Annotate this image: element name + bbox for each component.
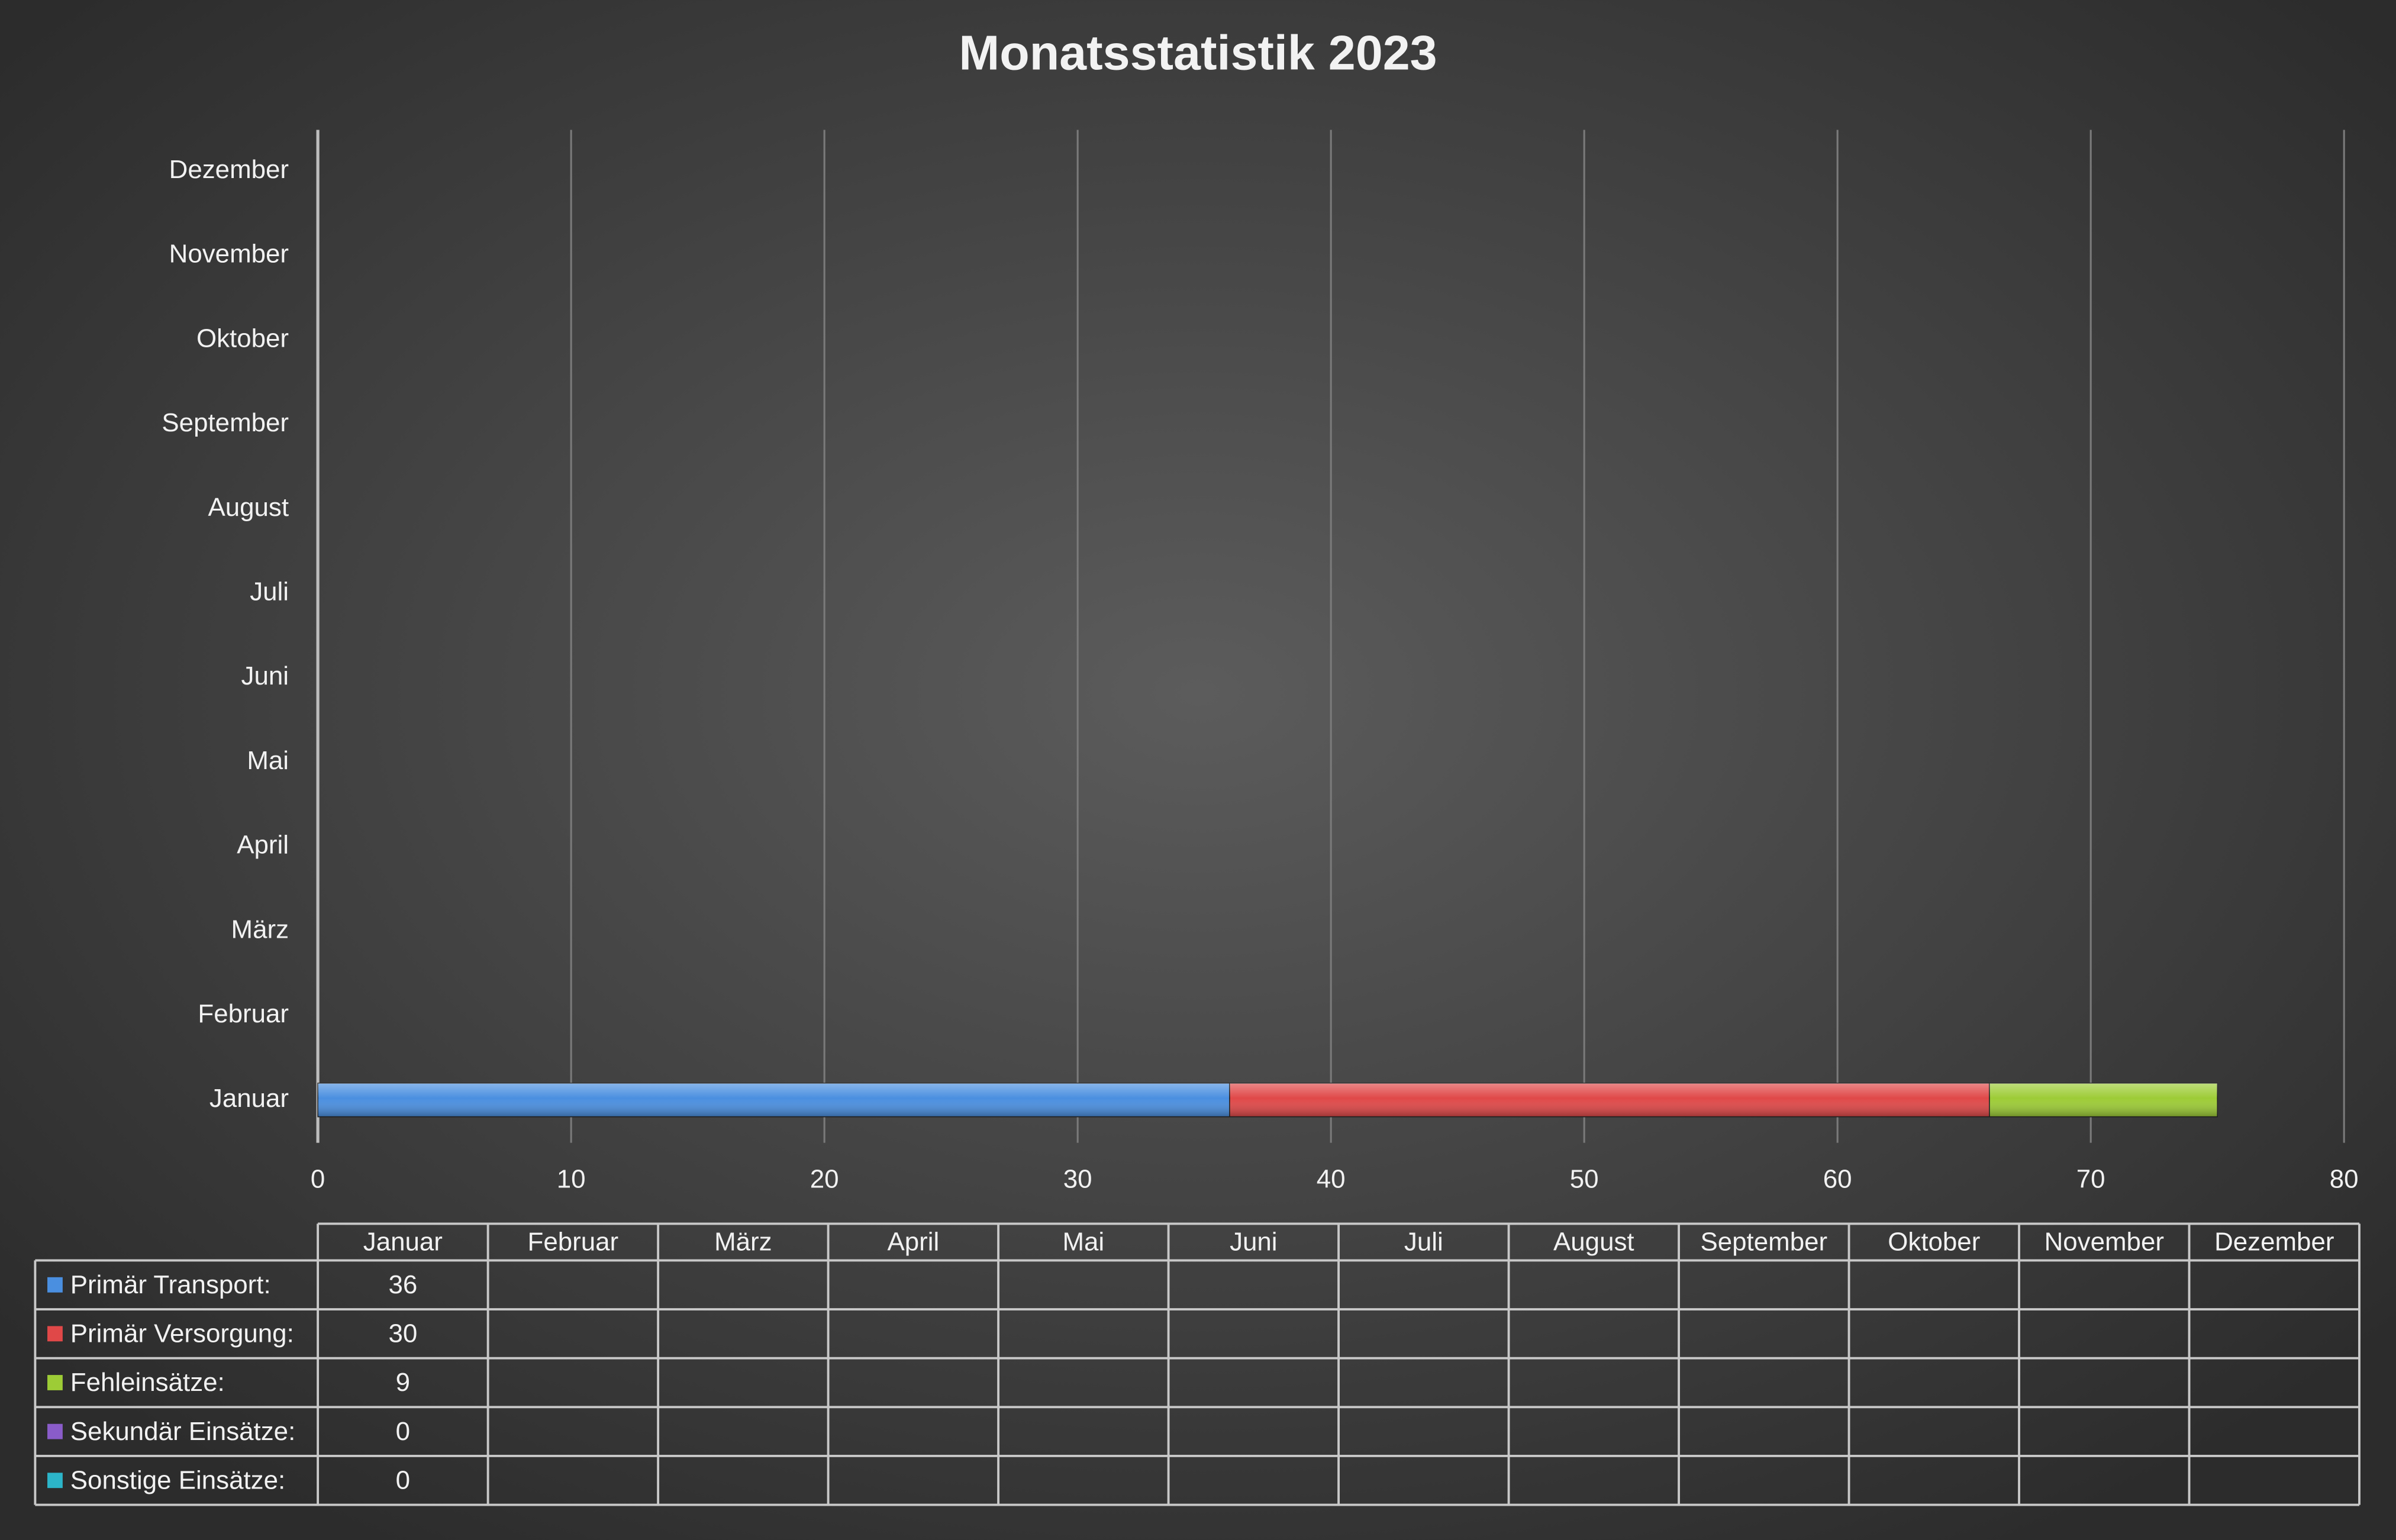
table-header: April bbox=[887, 1228, 939, 1257]
y-tick-label: September bbox=[162, 408, 289, 437]
table-header: September bbox=[1700, 1228, 1827, 1257]
table-header: Januar bbox=[363, 1228, 443, 1257]
table-cell: 36 bbox=[388, 1270, 417, 1299]
y-tick-label: August bbox=[208, 493, 289, 522]
legend-key bbox=[47, 1277, 63, 1293]
table-header: März bbox=[714, 1228, 772, 1257]
y-tick-label: Dezember bbox=[169, 155, 289, 184]
table-header: Mai bbox=[1062, 1228, 1104, 1257]
chart-title: Monatsstatistik 2023 bbox=[959, 25, 1437, 80]
table-cell: 30 bbox=[388, 1319, 417, 1348]
y-tick-label: Juni bbox=[241, 661, 289, 690]
y-tick-label: November bbox=[169, 240, 289, 269]
y-tick-label: Juli bbox=[250, 577, 289, 606]
x-tick-label: 10 bbox=[557, 1165, 586, 1194]
table-cell: 9 bbox=[396, 1368, 410, 1397]
y-tick-label: April bbox=[237, 831, 289, 860]
table-header: August bbox=[1553, 1228, 1634, 1257]
table-header: Dezember bbox=[2214, 1228, 2334, 1257]
table-header: Juli bbox=[1404, 1228, 1443, 1257]
legend-label: Primär Transport: bbox=[70, 1270, 271, 1299]
legend-key bbox=[47, 1423, 63, 1439]
legend-label: Primär Versorgung: bbox=[70, 1319, 294, 1348]
legend-key bbox=[47, 1326, 63, 1342]
x-tick-label: 40 bbox=[1317, 1165, 1346, 1194]
bar-shine bbox=[1229, 1083, 1989, 1117]
legend-label: Sonstige Einsätze: bbox=[70, 1465, 285, 1494]
bar-shine bbox=[318, 1083, 1230, 1117]
y-tick-label: Mai bbox=[247, 746, 289, 775]
table-header: Juni bbox=[1230, 1228, 1278, 1257]
table-cell: 0 bbox=[396, 1417, 410, 1446]
x-tick-label: 50 bbox=[1570, 1165, 1599, 1194]
x-tick-label: 60 bbox=[1823, 1165, 1852, 1194]
table-cell: 0 bbox=[396, 1465, 410, 1494]
table-header: Februar bbox=[528, 1228, 619, 1257]
legend-key bbox=[47, 1375, 63, 1390]
legend-label: Sekundär Einsätze: bbox=[70, 1417, 295, 1446]
x-tick-label: 0 bbox=[311, 1165, 325, 1194]
bar-shine bbox=[1989, 1083, 2218, 1117]
y-tick-label: März bbox=[231, 915, 289, 944]
y-tick-label: Februar bbox=[198, 999, 289, 1028]
legend-label: Fehleinsätze: bbox=[70, 1368, 225, 1397]
x-tick-label: 70 bbox=[2076, 1165, 2105, 1194]
table-header: Oktober bbox=[1888, 1228, 1980, 1257]
table-header: November bbox=[2044, 1228, 2164, 1257]
y-tick-label: Oktober bbox=[196, 324, 289, 353]
x-tick-label: 30 bbox=[1063, 1165, 1092, 1194]
x-tick-label: 20 bbox=[810, 1165, 839, 1194]
y-tick-label: Januar bbox=[209, 1084, 289, 1113]
legend-key bbox=[47, 1473, 63, 1489]
x-tick-label: 80 bbox=[2330, 1165, 2359, 1194]
